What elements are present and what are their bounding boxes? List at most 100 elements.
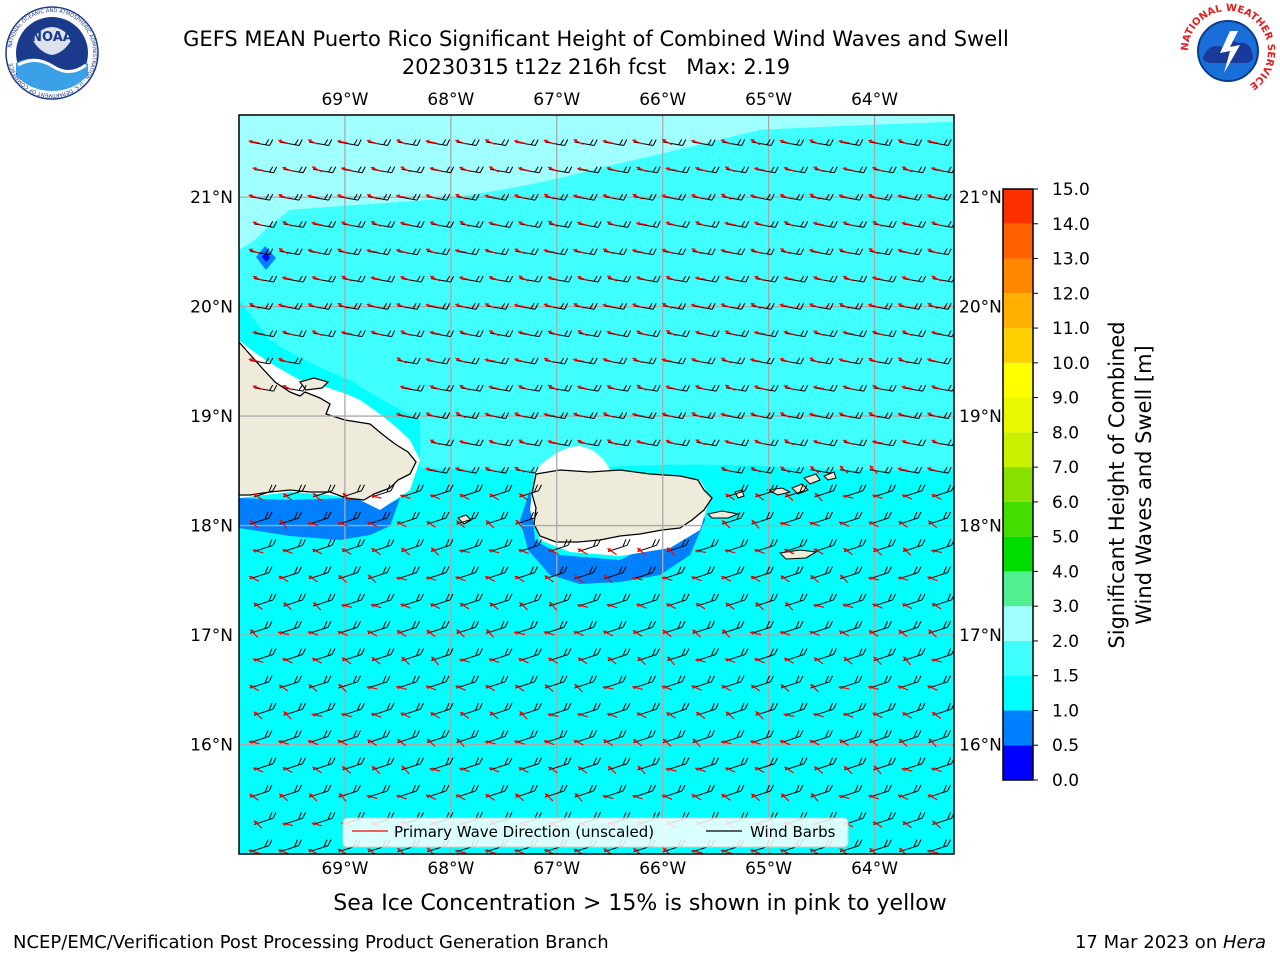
wind-barb	[751, 193, 775, 201]
wave-direction-arrow	[838, 521, 850, 527]
wave-direction-arrow	[779, 303, 791, 308]
lon-label-top: 64°W	[851, 90, 898, 110]
wave-direction-arrow	[547, 330, 559, 336]
wave-direction-arrow	[632, 193, 643, 200]
wave-direction-arrow	[813, 657, 824, 665]
wave-direction-arrow	[897, 357, 909, 364]
wave-direction-arrow	[720, 248, 732, 254]
hispaniola-land	[239, 341, 417, 501]
wind-barb	[249, 193, 274, 201]
wind-barb	[308, 511, 332, 525]
wave-direction-arrow	[720, 684, 732, 692]
wind-barb	[401, 593, 424, 607]
wave-direction-arrow	[307, 139, 319, 145]
wind-barb	[725, 439, 750, 447]
wind-barb	[283, 275, 307, 283]
wave-direction-arrow	[872, 220, 883, 227]
wave-direction-arrow	[927, 794, 938, 801]
wave-direction-arrow	[695, 221, 706, 227]
wind-barb	[456, 466, 480, 474]
wave-direction-arrow	[608, 875, 616, 883]
wave-direction-arrow	[814, 875, 822, 882]
wave-direction-arrow	[927, 302, 938, 309]
wave-direction-arrow	[637, 656, 646, 665]
wind-barb	[928, 357, 952, 365]
wind-barb	[401, 221, 425, 228]
wind-barb	[456, 139, 480, 146]
wave-direction-arrow	[458, 549, 471, 554]
wind-barb	[397, 248, 421, 256]
wave-direction-arrow	[547, 166, 559, 173]
wave-direction-arrow	[518, 330, 529, 336]
wind-barb	[607, 330, 632, 338]
wind-barb	[725, 166, 750, 174]
wave-direction-arrow	[396, 412, 407, 418]
wave-direction-arrow	[544, 684, 554, 692]
wave-direction-arrow	[724, 548, 736, 554]
wave-direction-arrow	[725, 711, 735, 720]
wave-direction-arrow	[813, 275, 824, 281]
wind-barb	[725, 330, 750, 338]
wind-barb	[367, 139, 392, 146]
wind-barb	[430, 166, 455, 174]
wind-barb	[662, 566, 686, 580]
wind-barb	[696, 221, 720, 228]
wave-direction-arrow	[455, 357, 466, 364]
wave-direction-arrow	[750, 138, 761, 146]
wave-direction-arrow	[278, 793, 289, 802]
wave-direction-arrow	[838, 139, 850, 144]
wind-barb	[751, 303, 775, 310]
wave-direction-arrow	[810, 792, 819, 802]
wind-barb	[519, 648, 542, 662]
wave-direction-arrow	[249, 793, 259, 801]
wave-direction-arrow	[809, 521, 820, 527]
wave-direction-arrow	[902, 877, 913, 881]
wave-direction-arrow	[518, 766, 529, 774]
wave-direction-arrow	[754, 657, 765, 664]
wave-direction-arrow	[456, 738, 465, 748]
wave-direction-arrow	[753, 330, 766, 335]
colorbar-segment	[1003, 640, 1033, 676]
footer-host: Hera	[1222, 932, 1266, 953]
wave-direction-arrow	[429, 330, 441, 335]
wave-direction-arrow	[868, 521, 879, 528]
wave-direction-arrow	[455, 411, 466, 419]
colorbar-tick-label: 0.5	[1052, 736, 1079, 756]
wave-direction-arrow	[400, 330, 411, 337]
colorbar-tick-label: 10.0	[1052, 354, 1090, 374]
lon-label-bottom: 64°W	[851, 859, 898, 879]
wave-direction-arrow	[632, 139, 643, 145]
wind-barb	[603, 193, 628, 201]
wave-direction-arrow	[311, 712, 323, 717]
wave-direction-arrow	[514, 849, 525, 854]
wave-direction-arrow	[812, 221, 825, 226]
wave-direction-arrow	[838, 685, 850, 690]
wave-direction-arrow	[278, 630, 289, 636]
wave-direction-arrow	[278, 248, 289, 255]
wind-barb	[367, 193, 392, 201]
wind-barb	[574, 193, 598, 201]
wave-direction-arrow	[632, 629, 643, 637]
wave-direction-arrow	[311, 166, 323, 173]
wave-direction-arrow	[813, 330, 824, 336]
wave-direction-arrow	[661, 357, 673, 363]
wave-direction-arrow	[396, 303, 407, 309]
wave-direction-arrow	[931, 221, 942, 227]
wave-direction-arrow	[252, 658, 264, 664]
wave-direction-arrow	[307, 739, 319, 746]
wave-direction-arrow	[930, 549, 943, 554]
wave-direction-arrow	[400, 221, 411, 226]
wind-barb	[721, 139, 746, 146]
wind-barb	[544, 357, 569, 365]
wind-barb	[515, 248, 539, 256]
wind-barb	[607, 221, 632, 228]
wave-direction-arrow	[488, 439, 500, 445]
wave-direction-arrow	[366, 794, 378, 800]
wind-barb	[603, 248, 628, 256]
lat-label-right: 19°N	[959, 407, 1002, 427]
wind-barb	[810, 511, 833, 525]
wave-direction-arrow	[400, 275, 411, 281]
wave-direction-arrow	[455, 685, 466, 691]
wave-direction-arrow	[281, 276, 294, 281]
graticule	[239, 115, 954, 854]
